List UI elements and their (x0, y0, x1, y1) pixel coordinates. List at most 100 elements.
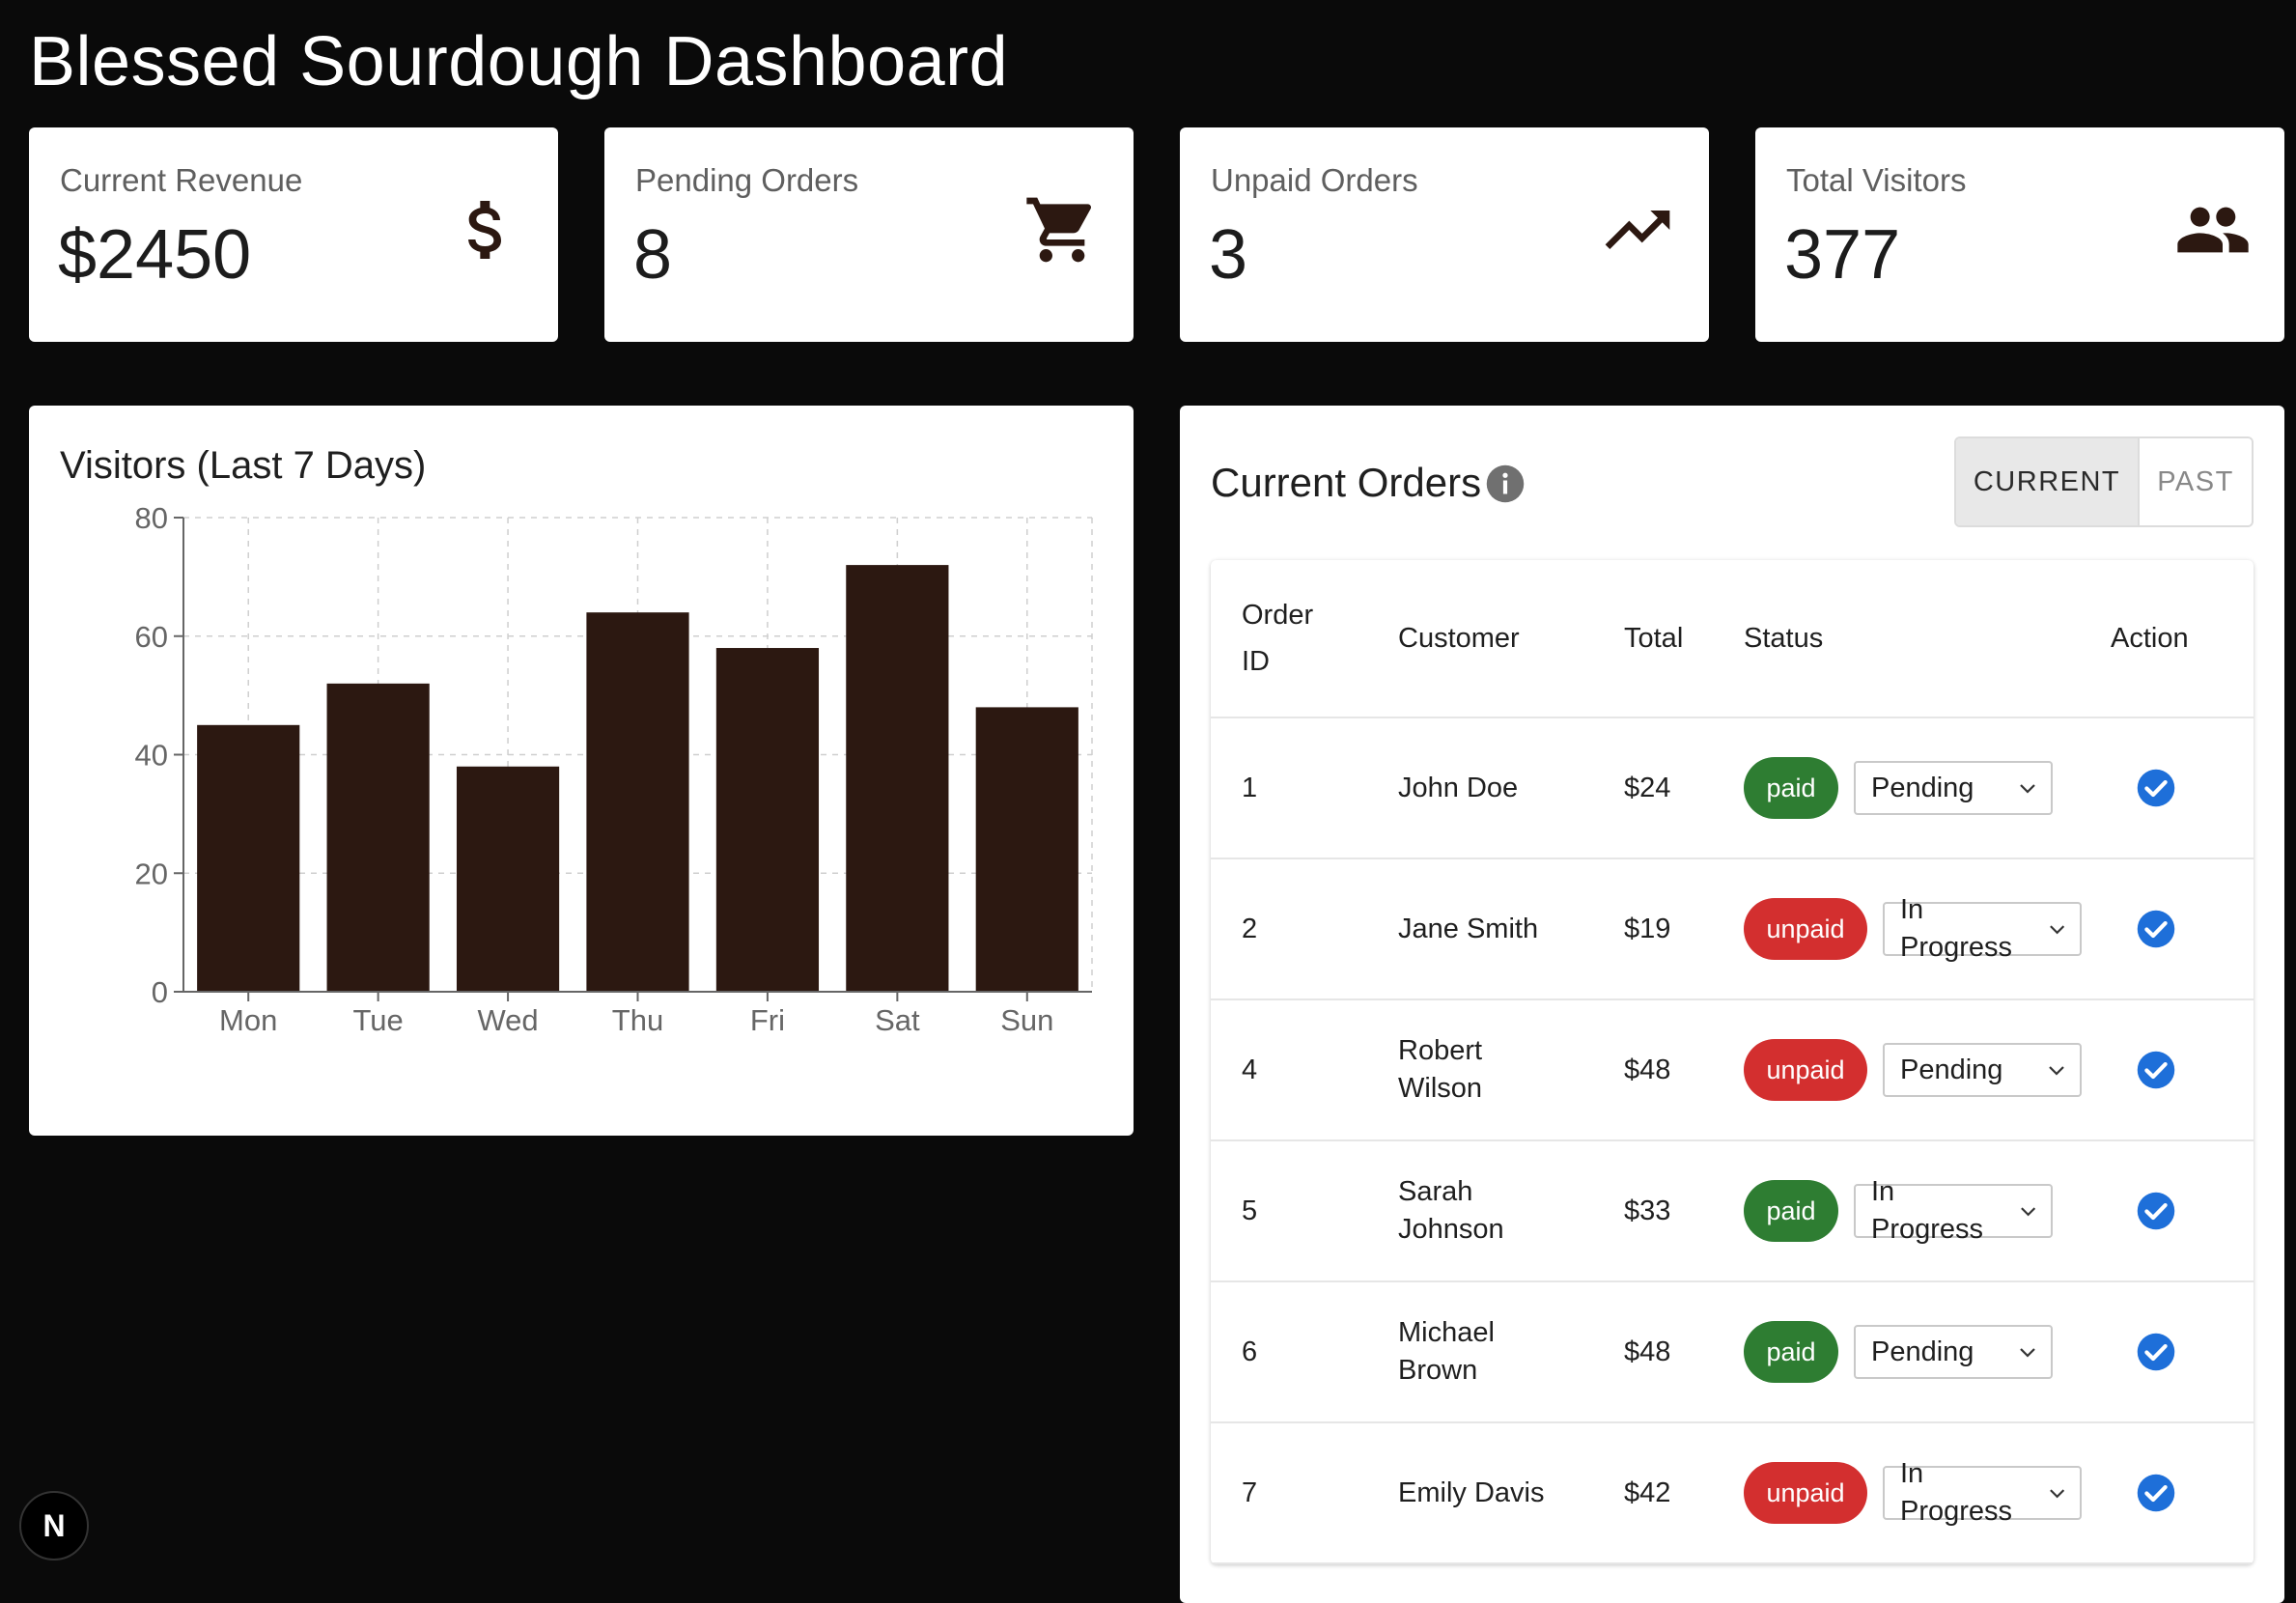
customer-cell: John Doe (1398, 717, 1624, 859)
customer-name: Michael Brown (1398, 1317, 1495, 1386)
column-header-action: Action (2111, 560, 2254, 718)
order-progress-value: Pending (1900, 1054, 2003, 1085)
orders-card: Current Orders CURRENT PAST Order ID Cus… (1180, 406, 2284, 1603)
payment-status-badge: paid (1744, 1180, 1838, 1242)
x-tick-label: Thu (612, 1003, 663, 1037)
payment-status-badge: unpaid (1744, 898, 1867, 960)
chart-title: Visitors (Last 7 Days) (60, 444, 427, 487)
x-tick-label: Tue (353, 1003, 404, 1037)
y-tick-label: 40 (135, 739, 168, 773)
action-cell (2111, 1422, 2254, 1564)
action-cell (2111, 1281, 2254, 1423)
total-cell: $33 (1624, 1140, 1744, 1282)
column-header-order-id: Order ID (1211, 560, 1398, 718)
order-progress-select[interactable]: Pending (1854, 761, 2053, 815)
order-id-cell: 7 (1211, 1422, 1398, 1564)
order-id-cell: 2 (1211, 858, 1398, 1000)
orders-title: Current Orders (1211, 460, 1482, 505)
customer-cell: Robert Wilson (1398, 999, 1624, 1141)
status-cell: paid Pending (1744, 1281, 2111, 1423)
order-progress-value: In Progress (1871, 1176, 1984, 1245)
stat-label: Pending Orders (635, 162, 859, 198)
status-cell: paid Pending (1744, 717, 2111, 859)
order-progress-select[interactable]: Pending (1883, 1043, 2082, 1097)
order-progress-value: Pending (1871, 1336, 1974, 1367)
bar-tue (326, 683, 430, 992)
customer-name: John Doe (1398, 772, 1519, 803)
total-cell: $19 (1624, 858, 1744, 1000)
y-tick-label: 60 (135, 620, 168, 654)
y-tick-label: 20 (135, 857, 168, 890)
x-tick-label: Wed (477, 1003, 538, 1037)
check-circle-icon[interactable] (2136, 1050, 2176, 1090)
x-tick-label: Mon (219, 1003, 277, 1037)
trending-up-icon (1599, 191, 1676, 268)
toggle-past-button[interactable]: PAST (2140, 438, 2252, 525)
stat-label: Unpaid Orders (1211, 162, 1418, 198)
visitors-chart-card: Visitors (Last 7 Days) 0 20 40 60 80 Mon Tue We… (29, 406, 1134, 1136)
check-circle-icon[interactable] (2136, 1191, 2176, 1231)
x-tick-label: Sun (1000, 1003, 1053, 1037)
nextjs-dev-badge[interactable]: N (19, 1491, 89, 1561)
table-row: 5 Sarah Johnson $33 paid In Progress (1211, 1140, 2254, 1282)
check-circle-icon[interactable] (2136, 1332, 2176, 1372)
stat-card-unpaid: Unpaid Orders 3 (1180, 127, 1709, 342)
payment-status-badge: unpaid (1744, 1462, 1867, 1524)
people-icon (2174, 191, 2252, 268)
bar-sat (846, 565, 949, 992)
toggle-current-button[interactable]: CURRENT (1956, 438, 2140, 525)
column-header-label: Order ID (1242, 600, 1314, 677)
stat-value: 377 (1784, 216, 1901, 294)
order-id-cell: 5 (1211, 1140, 1398, 1282)
total-cell: $24 (1624, 717, 1744, 859)
customer-cell: Sarah Johnson (1398, 1140, 1624, 1282)
x-tick-label: Sat (875, 1003, 920, 1037)
chevron-down-icon (2049, 925, 2064, 935)
customer-name: Robert Wilson (1398, 1035, 1483, 1104)
table-header-row: Order ID Customer Total Status Action (1211, 560, 2254, 718)
column-header-customer: Customer (1398, 560, 1624, 718)
stat-value: $2450 (58, 216, 252, 294)
order-id-cell: 6 (1211, 1281, 1398, 1423)
action-cell (2111, 1140, 2254, 1282)
shopping-cart-icon (1023, 191, 1101, 268)
action-cell (2111, 858, 2254, 1000)
order-progress-select[interactable]: Pending (1854, 1325, 2053, 1379)
stat-card-visitors: Total Visitors 377 (1755, 127, 2284, 342)
check-circle-icon[interactable] (2136, 909, 2176, 949)
status-cell: unpaid In Progress (1744, 858, 2111, 1000)
table-row: 2 Jane Smith $19 unpaid In Progress (1211, 858, 2254, 1000)
total-cell: $48 (1624, 1281, 1744, 1423)
bar-fri (715, 648, 820, 992)
page-title: Blessed Sourdough Dashboard (29, 23, 1009, 100)
stat-value: 8 (633, 216, 673, 294)
status-cell: unpaid In Progress (1744, 1422, 2111, 1564)
info-icon[interactable] (1485, 464, 1526, 504)
order-progress-select[interactable]: In Progress (1883, 894, 2082, 963)
action-cell (2111, 717, 2254, 859)
chevron-down-icon (2020, 784, 2035, 794)
customer-cell: Emily Davis (1398, 1422, 1624, 1564)
customer-name: Emily Davis (1398, 1476, 1545, 1508)
action-cell (2111, 999, 2254, 1141)
check-circle-icon[interactable] (2136, 1473, 2176, 1513)
stat-label: Total Visitors (1786, 162, 1967, 198)
table-row: 1 John Doe $24 paid Pending (1211, 717, 2254, 859)
table-row: 4 Robert Wilson $48 unpaid Pending (1211, 999, 2254, 1141)
chevron-down-icon (2049, 1066, 2064, 1076)
payment-status-badge: paid (1744, 1321, 1838, 1383)
chevron-down-icon (2049, 1489, 2064, 1499)
check-circle-icon[interactable] (2136, 768, 2176, 808)
order-id-cell: 1 (1211, 717, 1398, 859)
dollar-icon (448, 191, 525, 268)
total-cell: $48 (1624, 999, 1744, 1141)
x-tick-label: Fri (750, 1003, 785, 1037)
customer-cell: Michael Brown (1398, 1281, 1624, 1423)
order-progress-select[interactable]: In Progress (1883, 1458, 2082, 1527)
chevron-down-icon (2020, 1348, 2035, 1358)
order-progress-select[interactable]: In Progress (1854, 1176, 2053, 1245)
customer-cell: Jane Smith (1398, 858, 1624, 1000)
column-header-status: Status (1744, 560, 2111, 718)
